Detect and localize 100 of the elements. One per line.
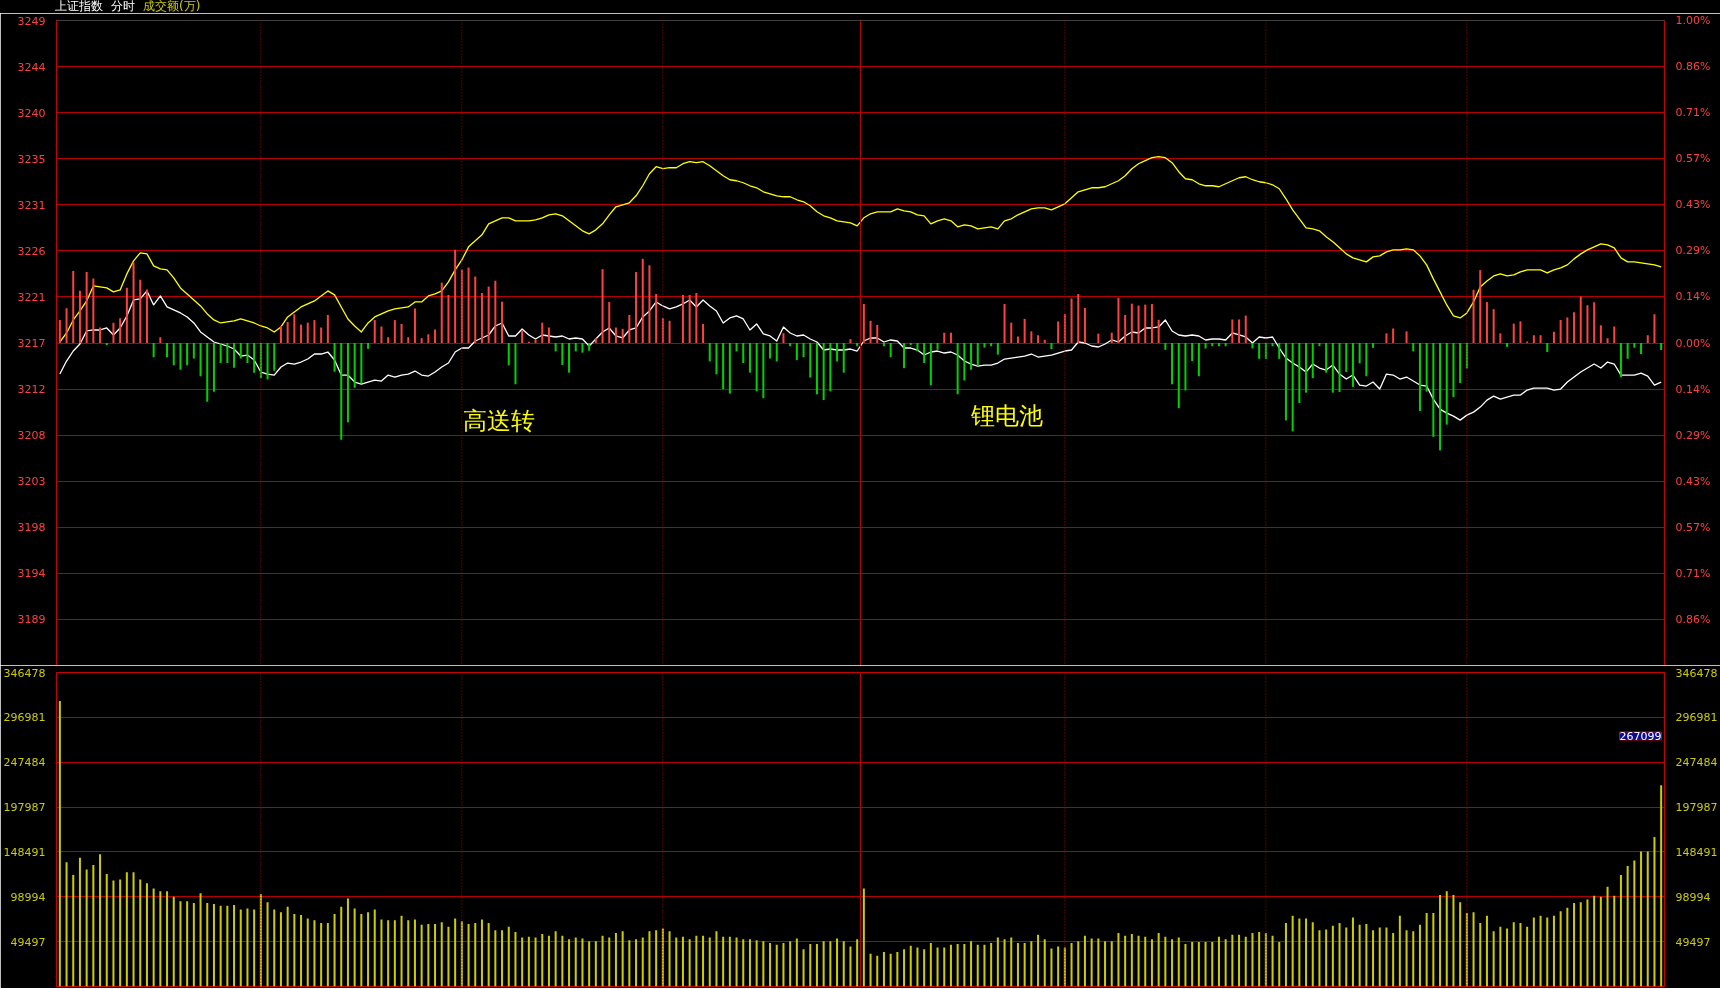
y-tick-label: 3194 — [17, 567, 46, 581]
y-tick-label: 3235 — [17, 152, 46, 166]
bar — [1405, 930, 1408, 987]
y-tick-label: 3198 — [17, 521, 46, 535]
bar — [970, 941, 973, 987]
bar — [199, 343, 202, 377]
bar — [507, 926, 510, 987]
y2-tick-label: 0.57% — [1675, 520, 1711, 534]
bar — [353, 343, 356, 388]
bar — [286, 322, 289, 343]
bar — [226, 905, 229, 987]
bar — [1365, 923, 1368, 987]
bar — [1606, 886, 1609, 987]
bar — [896, 952, 899, 987]
bar — [534, 339, 537, 343]
bar — [199, 893, 202, 987]
bar — [340, 906, 343, 987]
bar — [1452, 894, 1455, 987]
bar — [1345, 927, 1348, 987]
bar — [1171, 343, 1174, 385]
bar — [976, 944, 979, 987]
y2-tick-label: 0.00% — [1675, 336, 1711, 350]
bar — [212, 904, 215, 987]
bar — [809, 943, 812, 987]
y-tick-label: 3208 — [17, 429, 46, 443]
bar — [889, 343, 892, 358]
bar — [1251, 343, 1254, 349]
bar — [1023, 943, 1026, 987]
bar — [514, 343, 517, 385]
bar — [862, 303, 865, 343]
bar — [206, 343, 209, 402]
y-tick-label: 49497 — [10, 935, 46, 949]
bar — [1291, 915, 1294, 987]
bar — [1204, 942, 1207, 987]
bar — [1325, 929, 1328, 987]
bar — [253, 909, 256, 987]
y2-tick-label: 0.71% — [1675, 566, 1711, 580]
bar — [574, 937, 577, 987]
bar — [614, 933, 617, 987]
bar — [762, 343, 765, 399]
bar — [1485, 302, 1488, 343]
bar — [836, 343, 839, 362]
bar — [192, 343, 195, 359]
bar — [1566, 317, 1569, 343]
bar — [407, 337, 410, 343]
bar — [541, 933, 544, 987]
bar — [1110, 332, 1113, 343]
bar — [78, 857, 81, 987]
bar — [916, 947, 919, 987]
bar — [1593, 302, 1596, 343]
bar — [956, 943, 959, 987]
bar — [1586, 899, 1589, 987]
bar — [1492, 309, 1495, 343]
bar — [681, 936, 684, 987]
bar — [78, 290, 81, 343]
y-tick-label: 3231 — [17, 198, 46, 212]
bar — [1318, 343, 1321, 347]
chart-title: 上证指数 — [55, 0, 103, 13]
bar — [769, 943, 772, 987]
bar — [668, 931, 671, 987]
bar — [1459, 343, 1462, 383]
y2-tick-label: 0.71% — [1675, 106, 1711, 120]
bar — [279, 325, 282, 343]
bar — [1459, 902, 1462, 987]
bar — [681, 294, 684, 343]
bar — [300, 914, 303, 987]
bar — [166, 891, 169, 987]
bar — [346, 898, 349, 987]
y2-tick-label: 148491 — [1675, 845, 1718, 859]
bar — [782, 943, 785, 987]
bar — [186, 901, 189, 987]
bar — [467, 923, 470, 987]
bar — [1331, 925, 1334, 987]
bar — [1144, 304, 1147, 343]
bar — [139, 279, 142, 343]
y2-tick-label: 0.29% — [1675, 244, 1711, 258]
bar — [1130, 933, 1133, 987]
bar — [1552, 915, 1555, 987]
bar — [1090, 938, 1093, 987]
bar — [400, 323, 403, 343]
bar — [1204, 343, 1207, 349]
y-tick-label: 346478 — [3, 666, 46, 680]
bar — [668, 320, 671, 343]
y-tick-label: 3226 — [17, 244, 46, 258]
bar — [1412, 343, 1415, 352]
bar — [1432, 343, 1435, 437]
bar — [273, 909, 276, 987]
bar — [1512, 323, 1515, 343]
bar — [1573, 903, 1576, 987]
bar — [849, 339, 852, 343]
bar — [1338, 343, 1341, 393]
bar — [748, 343, 751, 373]
bar — [822, 343, 825, 401]
bar — [936, 343, 939, 350]
bar — [192, 903, 195, 987]
bar — [72, 271, 75, 343]
bar — [775, 944, 778, 987]
bar — [708, 343, 711, 362]
bar — [728, 343, 731, 394]
bar — [273, 343, 276, 371]
